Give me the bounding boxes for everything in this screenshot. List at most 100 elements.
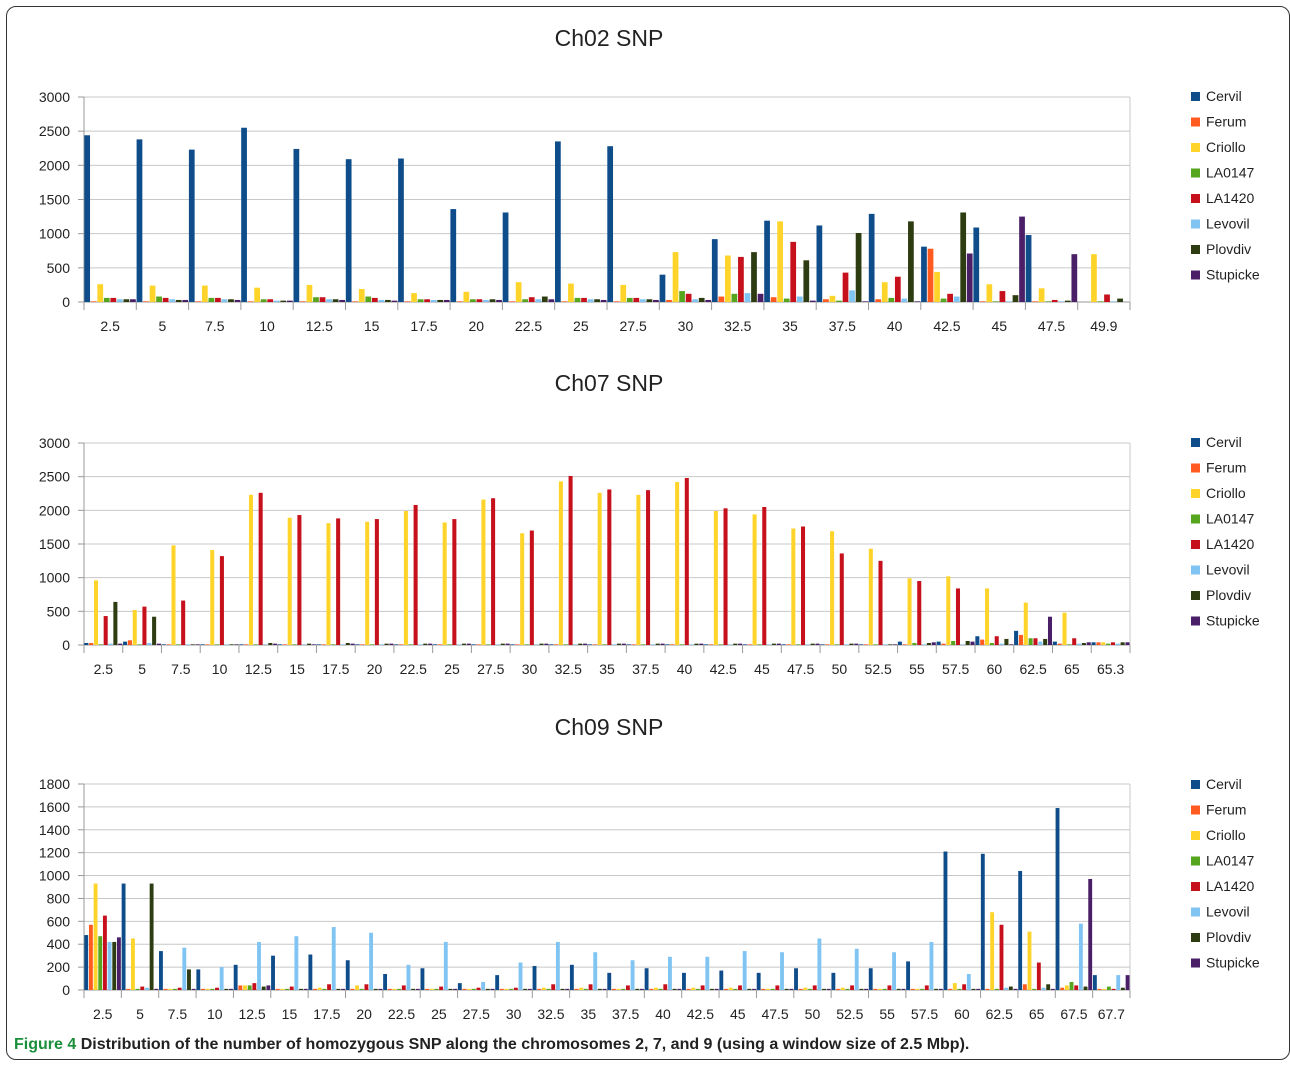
bar-la1420 [1110, 642, 1115, 645]
bar-criollo [1064, 985, 1069, 990]
bar-stupicke [156, 643, 161, 645]
bar-cervil [682, 972, 686, 990]
bar-cervil [1091, 642, 1096, 645]
bar-la0147 [994, 988, 999, 990]
bar-la0147 [546, 988, 551, 990]
bar-stupicke [443, 299, 450, 302]
bar-cervil [973, 227, 980, 302]
legend-swatch-ferum [1191, 463, 1200, 473]
bar-la0147 [845, 988, 850, 990]
bar-levovil [483, 299, 489, 302]
bar-plovdiv [175, 299, 182, 302]
bar-criollo [326, 523, 331, 645]
x-tick-label: 27.5 [463, 1006, 490, 1022]
bar-levovil [145, 987, 149, 990]
bar-stupicke [118, 643, 123, 645]
bar-cervil [820, 644, 825, 645]
bar-cervil [308, 954, 313, 990]
bar-plovdiv [423, 643, 428, 645]
bar-plovdiv [1083, 986, 1088, 990]
x-tick-label: 40 [655, 1006, 671, 1022]
bar-levovil [630, 960, 635, 990]
bar-stupicke [266, 985, 271, 990]
y-tick-label: 400 [47, 936, 71, 952]
bar-la1420 [999, 291, 1006, 302]
legend-label-criollo: Criollo [1206, 485, 1246, 501]
bar-cervil [921, 246, 927, 302]
legend-swatch-la0147 [1191, 514, 1200, 524]
bar-ferum [499, 988, 504, 990]
bar-levovil [555, 941, 560, 990]
chart-title: Ch02 SNP [555, 25, 664, 51]
bar-ferum [509, 301, 515, 302]
x-tick-label: 7.5 [171, 661, 191, 677]
bar-criollo [442, 522, 447, 645]
x-tick-label: 2.5 [100, 318, 120, 334]
bar-plovdiv [859, 988, 864, 990]
bar-levovil [147, 642, 152, 645]
bar-levovil [1115, 643, 1120, 645]
x-tick-label: 27.5 [620, 318, 647, 334]
legend-label-cervil: Cervil [1206, 776, 1242, 792]
bar-la0147 [1069, 981, 1074, 990]
bar-stupicke [527, 988, 532, 990]
x-tick-label: 45 [754, 661, 770, 677]
bar-levovil [535, 299, 542, 302]
bar-plovdiv [541, 296, 548, 302]
bar-cervil [831, 972, 836, 990]
bar-levovil [257, 941, 261, 990]
bar-la0147 [1106, 986, 1111, 990]
bar-criollo [306, 284, 313, 302]
bar-la1420 [364, 984, 369, 990]
legend-swatch-cervil [1191, 438, 1200, 447]
bar-ferum [574, 988, 579, 990]
bar-plovdiv [228, 299, 234, 302]
x-tick-label: 57.5 [911, 1006, 938, 1022]
bar-stupicke [705, 299, 712, 302]
bar-la1420 [812, 985, 817, 990]
bar-criollo [830, 531, 835, 645]
bar-criollo [515, 282, 522, 302]
bar-cervil [756, 972, 761, 990]
bar-plovdiv [1012, 295, 1019, 302]
y-tick-label: 500 [47, 260, 71, 276]
bar-criollo [365, 521, 370, 645]
bar-la1420 [177, 987, 182, 990]
y-tick-label: 1400 [39, 822, 70, 838]
x-tick-label: 5 [138, 661, 146, 677]
bar-ferum [761, 988, 766, 990]
bar-plovdiv [190, 644, 195, 645]
bar-ferum [686, 988, 691, 990]
bar-levovil [929, 941, 934, 990]
bar-levovil [854, 948, 859, 990]
bar-levovil [518, 962, 523, 990]
bar-stupicke [350, 643, 355, 645]
y-tick-label: 1600 [39, 799, 70, 815]
bar-la1420 [581, 297, 587, 302]
bar-cervil [936, 641, 941, 645]
bar-stupicke [490, 988, 495, 990]
bar-ferum [387, 988, 392, 990]
x-tick-label: 47.5 [761, 1006, 788, 1022]
bar-la0147 [208, 297, 215, 302]
bar-la0147 [951, 640, 956, 645]
bar-la1420 [762, 506, 767, 645]
bar-plovdiv [332, 299, 339, 302]
bar-criollo [429, 988, 434, 990]
bar-stupicke [699, 643, 704, 645]
bar-criollo [168, 988, 173, 990]
bar-levovil [378, 299, 385, 302]
bar-plovdiv [896, 988, 901, 990]
bar-la0147 [718, 644, 723, 645]
bar-la1420 [684, 478, 689, 645]
bar-criollo [243, 985, 247, 990]
bar-stupicke [191, 988, 196, 990]
bar-cervil [84, 642, 89, 645]
bar-criollo [248, 494, 253, 645]
bar-cervil [345, 159, 352, 302]
bar-levovil [481, 981, 486, 990]
bar-cervil [316, 644, 321, 645]
x-tick-label: 30 [678, 318, 694, 334]
bar-la1420 [894, 276, 901, 302]
chart-title: Ch09 SNP [555, 714, 664, 740]
